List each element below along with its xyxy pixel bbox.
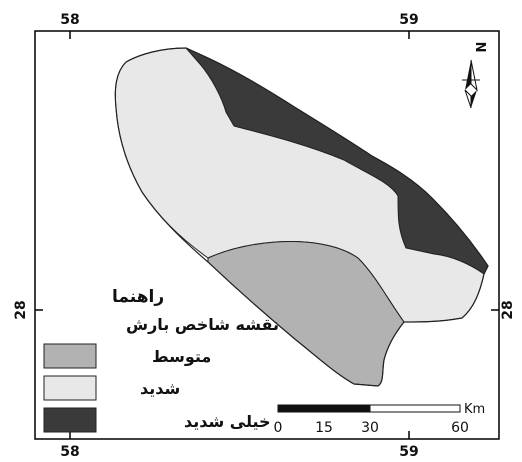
grid-label-top-right: 59	[399, 12, 418, 28]
grid-label-right: 28	[500, 300, 516, 319]
legend-label-severe: شدید	[140, 379, 180, 398]
legend-title: راهنما	[112, 287, 164, 307]
scale-tick-0: 0	[274, 420, 283, 436]
legend-swatch-very-severe	[43, 407, 97, 433]
north-arrow-icon	[462, 59, 480, 109]
north-label: N	[472, 42, 487, 53]
legend-label-very-severe: خیلی شدید	[184, 412, 271, 431]
grid-label-top-left: 58	[60, 12, 79, 28]
legend-subtitle: نقشه شاخص بارش	[126, 315, 279, 334]
scale-tick-30: 30	[361, 420, 379, 436]
legend-label-moderate: متوسط	[152, 347, 211, 366]
scale-unit: Km	[464, 402, 485, 417]
grid-label-bottom-left: 58	[60, 444, 79, 460]
study-area-outline	[114, 47, 489, 387]
legend-swatch-moderate	[43, 343, 97, 369]
scale-tick-15: 15	[315, 420, 333, 436]
legend-swatch-severe	[43, 375, 97, 401]
grid-label-left: 28	[13, 300, 29, 319]
legend: راهنما نقشه شاخص بارش متوسط شدید خیلی شد…	[43, 287, 279, 433]
scale-tick-60: 60	[451, 420, 469, 436]
scale-bar: Km 0 15 30 60	[274, 402, 486, 436]
grid-label-bottom-right: 59	[399, 444, 418, 460]
